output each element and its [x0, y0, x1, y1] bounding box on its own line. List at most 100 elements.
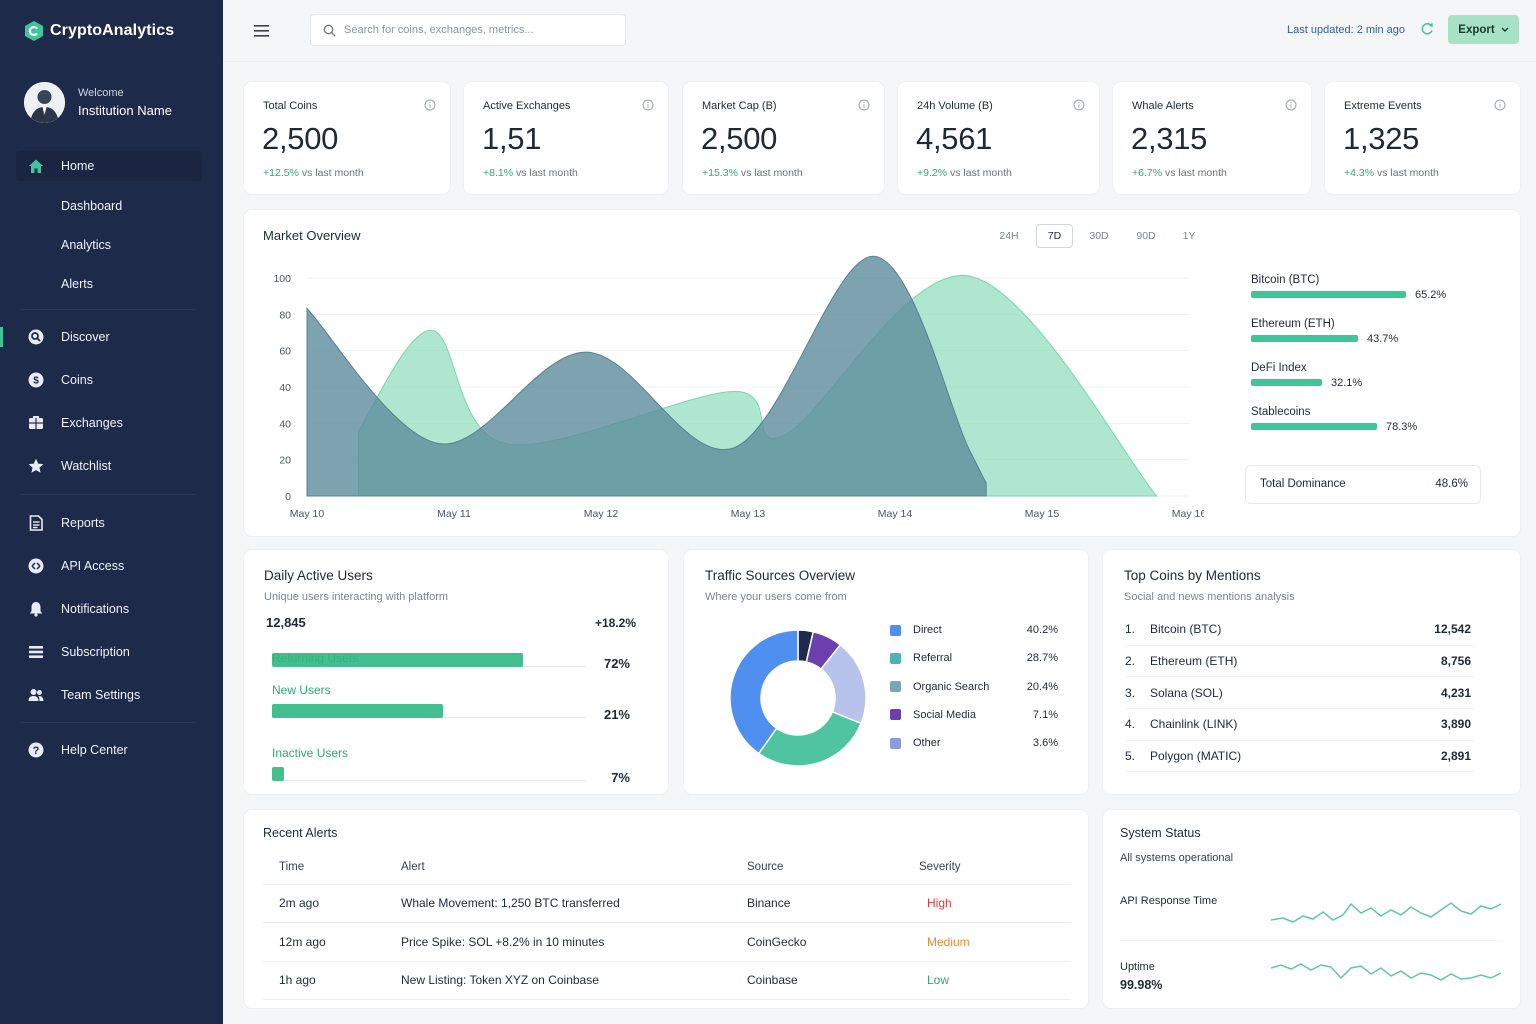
nav-subscription-label: Subscription — [61, 645, 130, 659]
user-profile[interactable]: Welcome Institution Name — [24, 82, 172, 123]
top-coins-card: Top Coins by Mentions Social and news me… — [1103, 550, 1520, 794]
stat-delta: +4.3% vs last month — [1344, 167, 1439, 179]
list-item[interactable]: 3. Solana (SOL) 4,231 — [1125, 677, 1475, 709]
stat-delta-suffix: vs last month — [740, 167, 803, 179]
nav-alerts[interactable]: Alerts — [0, 269, 223, 299]
info-icon[interactable] — [1285, 99, 1297, 111]
range-tab[interactable]: 7D — [1036, 224, 1073, 248]
search-box — [310, 14, 626, 46]
legend-percent: 40.2% — [1026, 624, 1058, 636]
recent-alerts-card: Recent Alerts Time Alert Source Severity 2m… — [244, 810, 1088, 1008]
stat-delta-suffix: vs last month — [301, 167, 364, 179]
legend-item: Social Media 7.1% — [890, 707, 1058, 723]
legend-name: Organic Search — [913, 680, 990, 693]
nav-watchlist[interactable]: Watchlist — [0, 451, 223, 481]
list-item[interactable]: 2. Ethereum (ETH) 8,756 — [1125, 646, 1475, 678]
nav-notifications[interactable]: Notifications — [0, 594, 223, 624]
mention-coin: Chainlink (LINK) — [1150, 717, 1238, 732]
range-tab[interactable]: 1Y — [1182, 230, 1196, 242]
info-icon[interactable] — [1494, 99, 1506, 111]
nav-api-access[interactable]: API Access — [0, 551, 223, 581]
stat-title: Market Cap (B) — [702, 100, 777, 112]
stat-value: 1,51 — [482, 121, 542, 156]
exchange-icon — [29, 416, 43, 429]
last-updated: Last updated: 2 min ago — [1287, 24, 1406, 36]
x-tick-label: May 16 — [1172, 508, 1204, 520]
uptime-value: 99.98% — [1120, 978, 1163, 992]
alert-text: New Listing: Token XYZ on Coinbase — [401, 961, 747, 1000]
nav-analytics-label: Analytics — [61, 238, 112, 252]
info-icon[interactable] — [424, 99, 436, 111]
institution-name: Institution Name — [78, 103, 172, 118]
stat-delta-suffix: vs last month — [1377, 167, 1439, 179]
column-header: Alert — [401, 850, 747, 885]
nav-analytics[interactable]: Analytics — [0, 230, 223, 260]
info-icon[interactable] — [642, 99, 654, 111]
x-tick-label: May 11 — [437, 508, 471, 520]
stat-title: Total Coins — [263, 100, 318, 112]
dominance-value: 65.2% — [1415, 289, 1447, 301]
daily-active-users-card: Daily Active Users Unique users interact… — [244, 550, 668, 794]
list-item[interactable]: 1. Bitcoin (BTC) 12,542 — [1125, 614, 1475, 646]
y-tick-label: 100 — [273, 273, 291, 285]
nav-coins[interactable]: $ Coins — [0, 365, 223, 395]
list-item[interactable]: 4. Chainlink (LINK) 3,890 — [1125, 709, 1475, 741]
table-row[interactable]: 12m ago Price Spike: SOL +8.2% in 10 minu… — [263, 922, 1071, 962]
range-tab[interactable]: 90D — [1136, 230, 1156, 242]
dau-label: Inactive Users — [272, 746, 349, 760]
table-row[interactable]: 1h ago New Listing: Token XYZ on Coinbase… — [263, 961, 1071, 1000]
nav-discover[interactable]: Discover — [0, 322, 223, 352]
mention-count: 4,231 — [1440, 685, 1471, 700]
stat-value: 2,500 — [262, 121, 339, 156]
dau-percent: 7% — [611, 770, 630, 785]
nav-exchanges[interactable]: Exchanges — [0, 408, 223, 438]
nav-reports[interactable]: Reports — [0, 508, 223, 538]
legend-name: Direct — [913, 624, 942, 636]
export-button[interactable]: Export — [1448, 15, 1519, 44]
status-divider — [1120, 940, 1500, 941]
alert-severity: Low — [919, 961, 1071, 1000]
header-divider — [223, 61, 1536, 62]
uptime-sparkline — [1271, 963, 1501, 981]
info-icon[interactable] — [1073, 99, 1085, 111]
range-tab[interactable]: 24H — [999, 230, 1019, 242]
nav-team-settings[interactable]: Team Settings — [0, 680, 223, 710]
stat-title: Extreme Events — [1344, 100, 1422, 112]
alert-time: 12m ago — [263, 922, 401, 962]
nav-notifications-label: Notifications — [61, 602, 130, 616]
table-row[interactable]: 2m ago Whale Movement: 1,250 BTC transfer… — [263, 884, 1071, 923]
range-tab[interactable]: 30D — [1089, 230, 1109, 242]
brand[interactable]: CryptoAnalytics — [24, 20, 174, 42]
progress-bar — [272, 653, 523, 667]
alert-severity: High — [919, 884, 1071, 923]
nav-reports-label: Reports — [61, 516, 105, 530]
stat-title: Active Exchanges — [483, 100, 571, 112]
legend-item: Organic Search 20.4% — [890, 679, 1058, 695]
mention-coin: Solana (SOL) — [1150, 685, 1223, 700]
daily-active-subtitle: Unique users interacting with platform — [264, 591, 449, 603]
search-icon — [323, 24, 336, 37]
nav-home[interactable]: Home — [16, 151, 202, 181]
nav-home-label: Home — [61, 159, 95, 173]
export-label: Export — [1458, 23, 1495, 36]
list-item[interactable]: 5. Polygon (MATIC) 2,891 — [1125, 741, 1475, 773]
legend-swatch — [890, 681, 901, 693]
dominance-value: 43.7% — [1367, 333, 1399, 345]
hamburger-menu-icon[interactable] — [254, 24, 270, 38]
total-dominance: Total Dominance 48.6% — [1245, 465, 1481, 504]
nav-help-center[interactable]: ? Help Center — [0, 735, 223, 765]
nav-coins-label: Coins — [61, 373, 93, 387]
refresh-icon[interactable] — [1420, 22, 1434, 36]
donut-slice — [729, 629, 799, 755]
info-icon[interactable] — [858, 99, 870, 111]
search-input[interactable] — [344, 15, 614, 45]
alert-source: Binance — [747, 884, 919, 923]
legend-item: Direct 40.2% — [890, 622, 1058, 638]
stat-delta-percent: +9.2% — [917, 167, 948, 179]
legend-percent: 7.1% — [1032, 708, 1058, 721]
alert-text: Price Spike: SOL +8.2% in 10 minutes — [401, 922, 747, 962]
mentions-title: Top Coins by Mentions — [1124, 568, 1261, 583]
dominance-name: Ethereum (ETH) — [1251, 318, 1335, 330]
nav-dashboard[interactable]: Dashboard — [0, 191, 223, 221]
nav-subscription[interactable]: Subscription — [0, 637, 223, 667]
